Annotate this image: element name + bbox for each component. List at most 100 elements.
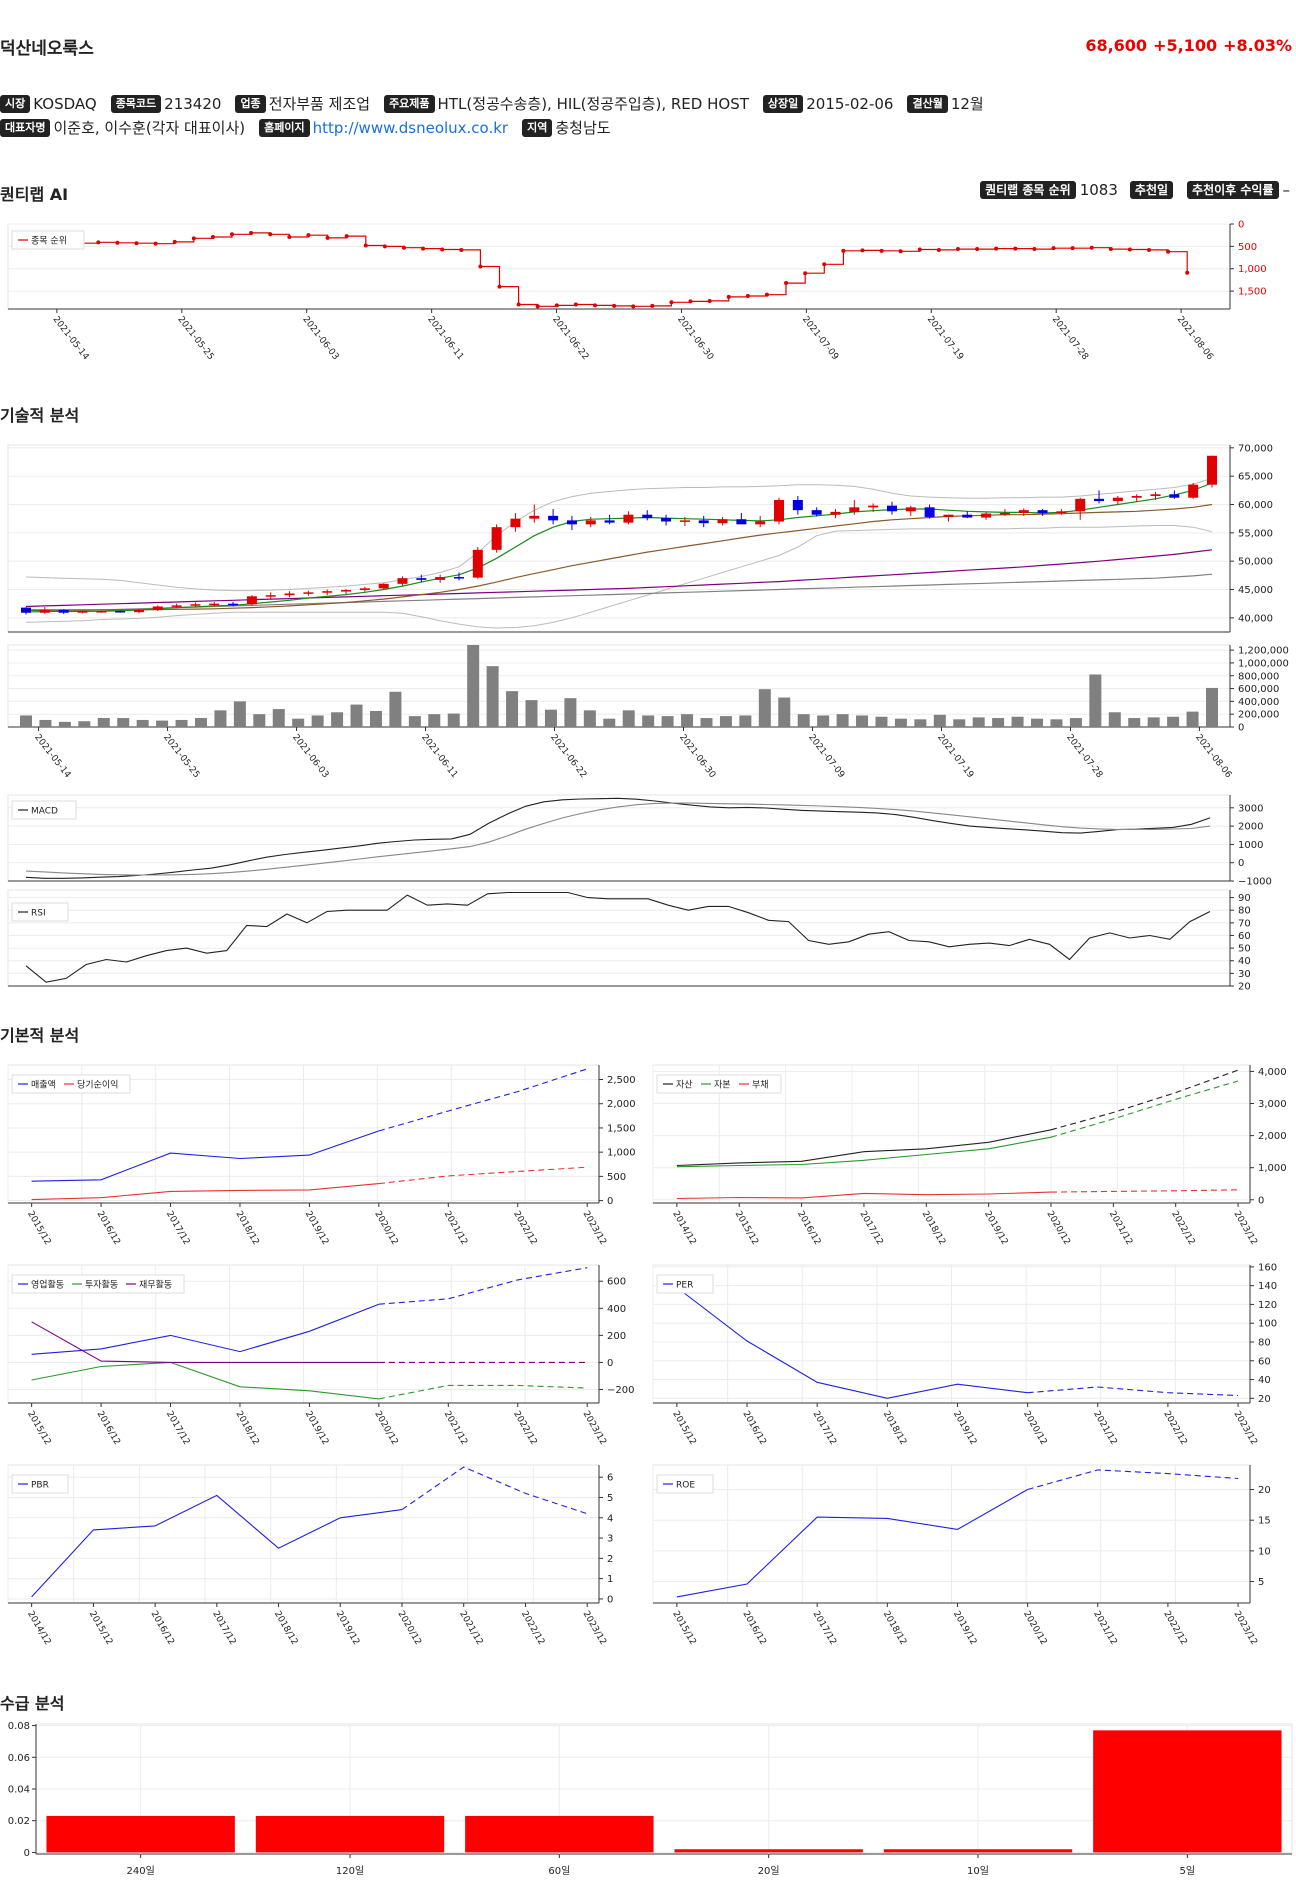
y-tick-label: 2000: [1238, 822, 1263, 833]
homepage-link[interactable]: http://www.dsneolux.co.kr: [312, 118, 509, 137]
x-tick-label: 2015/12: [25, 1210, 52, 1247]
x-tick-label: 2015/12: [87, 1610, 114, 1647]
volume-bar: [856, 715, 869, 727]
y-tick-label: 70: [1238, 918, 1251, 929]
legend-box: [656, 1474, 714, 1494]
y-tick-label: −1000: [1238, 877, 1272, 886]
volume-bar: [1108, 712, 1121, 727]
x-tick-label: 240일: [127, 1865, 155, 1877]
rank-point: [1185, 270, 1190, 275]
x-tick-label: 2022/12: [511, 1210, 538, 1247]
rank-point: [478, 264, 483, 269]
volume-bar: [506, 691, 519, 727]
price-change: +5,100: [1153, 36, 1218, 55]
volume-bar: [700, 718, 713, 727]
supply-chart: 0 0.02 0.04 0.06 0.08 240일 120일 60일 20일 10일 5일: [8, 1721, 1293, 1877]
x-tick-label: 2015/12: [670, 1610, 697, 1647]
y-tick-label: 65,000: [1238, 472, 1273, 483]
x-tick-label: 2021-07-09: [800, 315, 840, 363]
candle-body: [642, 514, 653, 519]
x-tick-label: 2016/12: [740, 1410, 767, 1447]
x-tick-label: 2023/12: [581, 1210, 608, 1247]
x-tick-label: 2021-07-28: [1064, 733, 1104, 781]
candle-body: [359, 588, 370, 591]
y-tick-label: 3,000: [1258, 1099, 1287, 1110]
products-value: HTL(정공수송층), HIL(정공주입층), RED HOST: [437, 95, 749, 113]
rec-return-value: –: [1282, 181, 1291, 199]
volume-chart: 0 200,000 400,000 600,000 800,000 1,000,0001,…: [7, 644, 1289, 781]
volume-bar: [389, 691, 402, 727]
volume-bar: [525, 700, 538, 727]
per-chart: 20 40 60 80 100 120 140 160 2015/12 2016/12 2017/1…: [652, 1262, 1277, 1447]
x-tick-label: 2021-06-11: [419, 733, 459, 780]
volume-bar: [739, 715, 752, 727]
x-tick-label: 2020/12: [1021, 1410, 1048, 1447]
volume-bar: [331, 712, 344, 727]
legend-box: [11, 230, 85, 250]
candle-body: [115, 611, 126, 613]
rank-point: [535, 304, 540, 309]
y-tick-label: 1,200,000: [1238, 646, 1289, 657]
rank-point: [612, 303, 617, 308]
y-tick-label: 0: [607, 1594, 613, 1605]
supply-bar: [465, 1815, 654, 1853]
volume-bar: [253, 714, 266, 727]
candle-body: [943, 514, 954, 517]
rank-point: [650, 303, 655, 308]
volume-bar: [97, 718, 110, 727]
x-tick-label: 2018/12: [881, 1410, 908, 1447]
rank-point: [879, 248, 884, 253]
y-tick-label: 0.06: [8, 1753, 30, 1764]
rank-point: [1127, 247, 1132, 252]
bb_upper-line: [25, 477, 1213, 592]
volume-bar: [953, 719, 966, 727]
rank-point: [669, 300, 674, 305]
rank-point: [191, 236, 196, 241]
current-price: 68,600: [1085, 36, 1148, 55]
volume-bar: [194, 718, 207, 727]
rank-point: [115, 240, 120, 245]
y-tick-label: 60: [1258, 1356, 1271, 1367]
rank-point: [898, 249, 903, 254]
rank-point: [917, 247, 922, 252]
x-tick-label: 2021/12: [1091, 1410, 1118, 1447]
quantilab-summary: 퀀티랩 종목 순위 1083 추천일 추천이후 수익률 –: [980, 181, 1290, 199]
rank-point: [230, 232, 235, 237]
rank-point: [172, 239, 177, 244]
y-tick-label: 5: [1258, 1577, 1264, 1588]
volume-bar: [1069, 718, 1082, 727]
candle-body: [811, 510, 822, 515]
region-value: 충청남도: [555, 119, 611, 137]
x-tick-label: 2021-08-06: [1193, 733, 1233, 781]
y-tick-label: 6: [607, 1473, 613, 1484]
candle-body: [755, 521, 766, 525]
rank-point: [344, 234, 349, 239]
legend-label: 부채: [752, 1080, 769, 1091]
x-tick-label: 2021-06-22: [550, 315, 590, 362]
supply-bar: [46, 1815, 235, 1853]
legend-label: 자본: [714, 1080, 731, 1091]
volume-bar: [778, 697, 791, 727]
candle-body: [322, 591, 333, 593]
section-title-supply: 수급 분석: [0, 1694, 65, 1713]
x-tick-label: 2017/12: [811, 1410, 838, 1447]
y-tick-label: 1: [607, 1574, 613, 1585]
candle-body: [171, 605, 182, 607]
candle-body: [717, 519, 728, 524]
y-tick-label: 140: [1258, 1281, 1277, 1292]
x-tick-label: 2019/12: [982, 1210, 1009, 1247]
volume-bar: [836, 714, 849, 727]
rank-point: [1147, 247, 1152, 252]
industry-tag: 업종: [235, 94, 266, 113]
legend-label: 종목 순위: [31, 236, 67, 247]
x-tick-label: 2022/12: [1161, 1410, 1188, 1447]
rank-point: [554, 303, 559, 308]
volume-bar: [58, 721, 71, 727]
plot-frame: [7, 644, 1231, 728]
rank-point: [994, 246, 999, 251]
volume-bar: [622, 710, 635, 727]
rank-point: [1051, 246, 1056, 251]
candle-body: [453, 577, 464, 579]
legend-label: 영업활동: [31, 1279, 64, 1291]
y-tick-label: 1000: [1238, 840, 1263, 851]
